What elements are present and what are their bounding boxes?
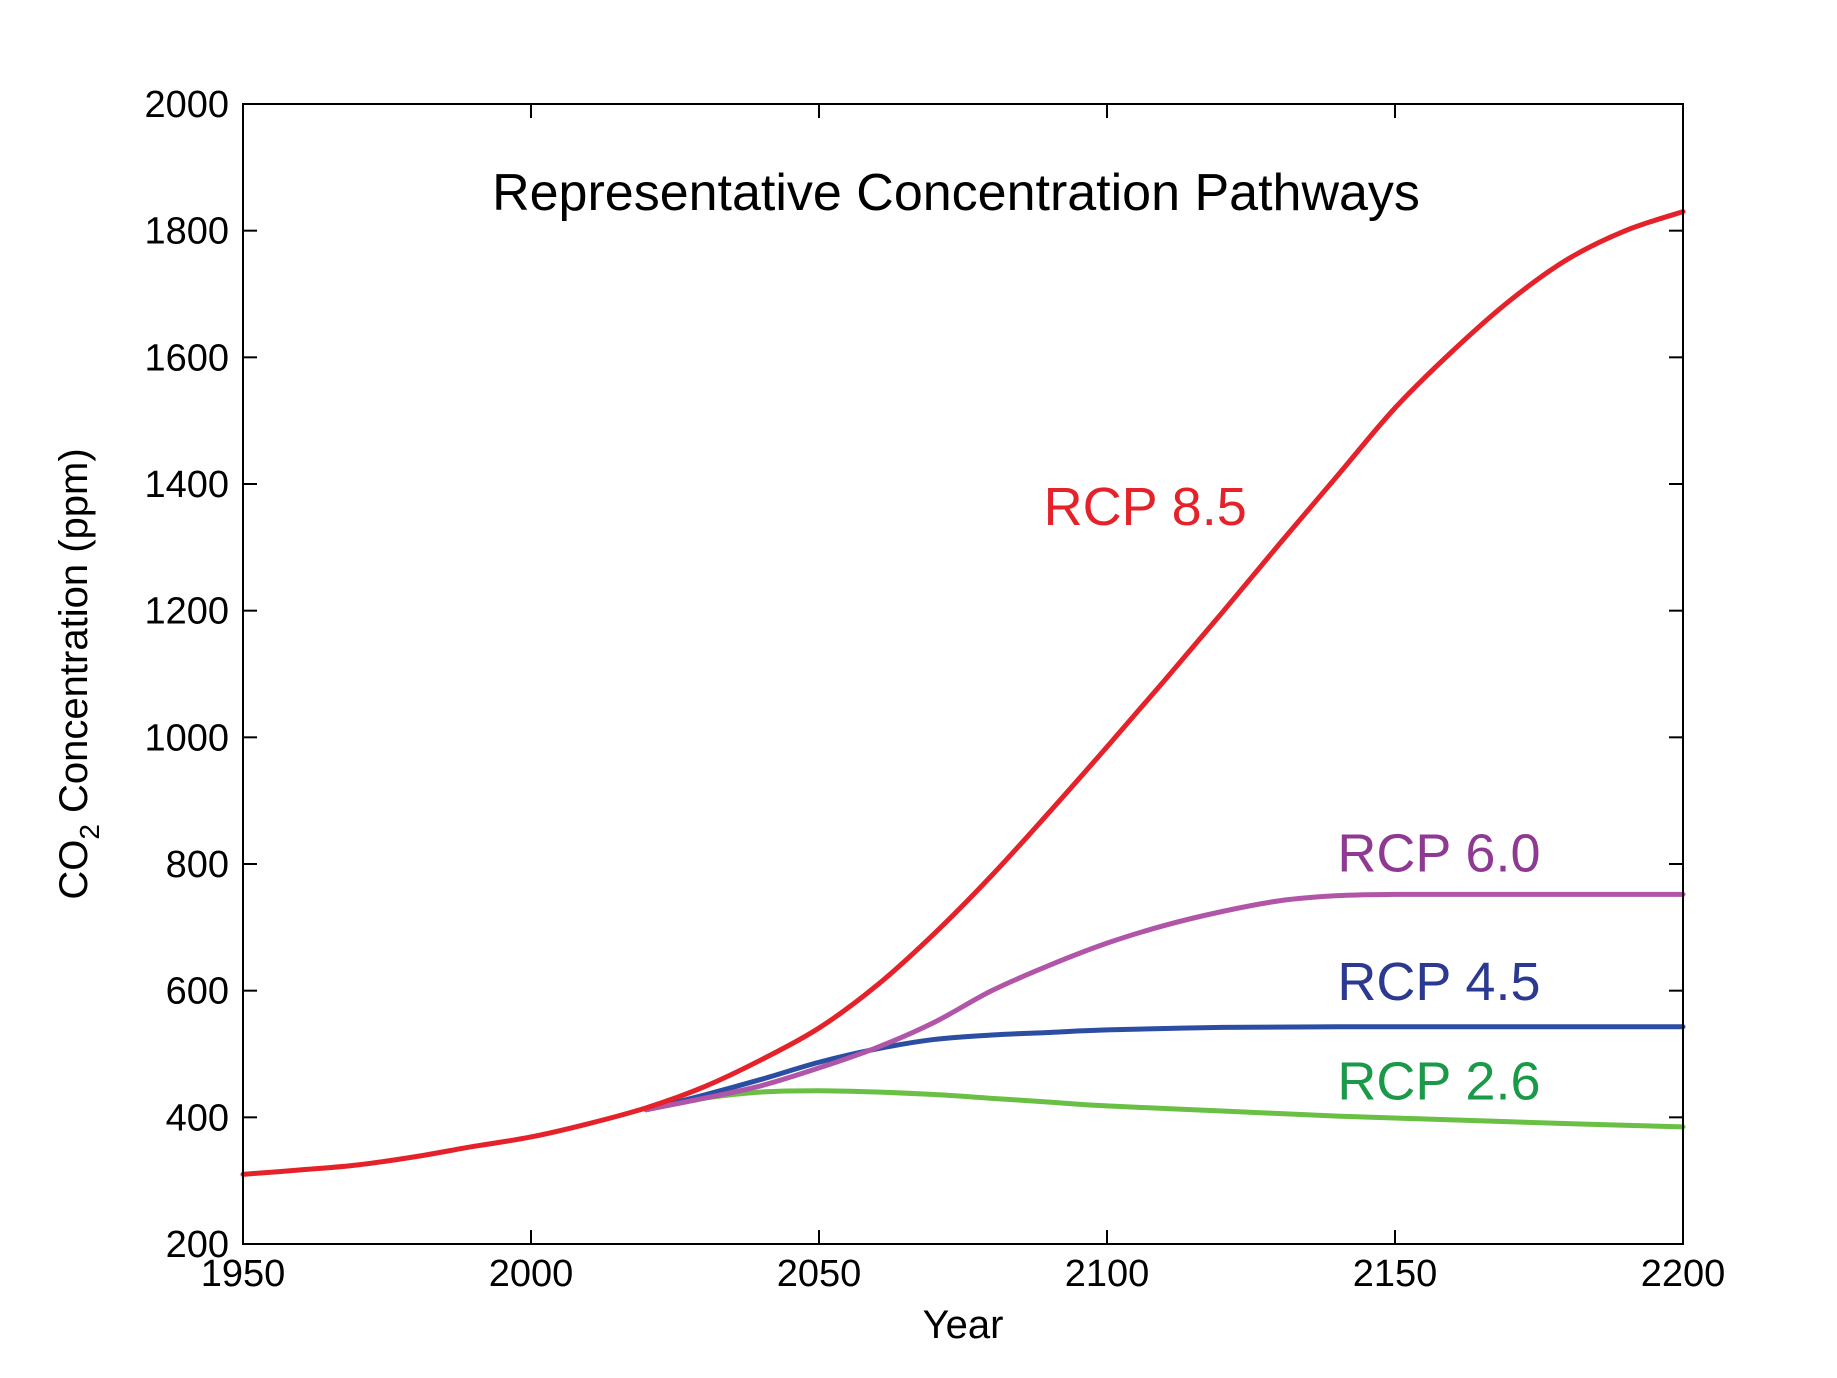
y-tick-label-200: 200 — [166, 1224, 229, 1266]
y-axis-label-prefix: CO — [52, 840, 96, 900]
x-tick-label-2100: 2100 — [1065, 1253, 1150, 1295]
series-label-rcp-6-0: RCP 6.0 — [1337, 824, 1540, 884]
x-axis-label: Year — [923, 1303, 1004, 1347]
x-tick-label-2050: 2050 — [777, 1253, 862, 1295]
y-axis: 200 400 600 800 1000 1200 1400 1600 1800 2000 — [144, 84, 1683, 1266]
y-axis-label-suffix: Concentration (ppm) — [52, 448, 96, 824]
plot-area — [243, 104, 1683, 1244]
x-axis: 1950 2000 2050 2100 2150 2200 — [201, 104, 1726, 1295]
y-axis-label-subscript: 2 — [74, 824, 105, 840]
series-lines — [240, 209, 1686, 1177]
chart-title: Representative Concentration Pathways — [492, 164, 1420, 222]
y-tick-label-800: 800 — [166, 844, 229, 886]
y-tick-label-2000: 2000 — [144, 84, 229, 126]
x-tick-label-2200: 2200 — [1641, 1253, 1726, 1295]
y-tick-label-400: 400 — [166, 1097, 229, 1139]
x-tick-label-1950: 1950 — [201, 1253, 286, 1295]
series-line-rcp-4-5 — [643, 1024, 1686, 1113]
y-tick-label-1000: 1000 — [144, 717, 229, 759]
series-label-rcp-2-6: RCP 2.6 — [1337, 1052, 1540, 1112]
series-label-rcp-4-5: RCP 4.5 — [1337, 952, 1540, 1012]
y-tick-label-1800: 1800 — [144, 211, 229, 253]
series-line-rcp-6-0 — [643, 891, 1686, 1113]
y-tick-label-600: 600 — [166, 971, 229, 1013]
series-line-rcp-8-5 — [240, 209, 1686, 1177]
y-tick-label-1200: 1200 — [144, 591, 229, 633]
y-tick-label-1600: 1600 — [144, 337, 229, 379]
y-tick-label-1400: 1400 — [144, 464, 229, 506]
y-axis-label: CO2 Concentration (ppm) — [52, 448, 105, 899]
x-tick-label-2000: 2000 — [489, 1253, 574, 1295]
plot-frame — [242, 103, 1684, 1245]
series-label-rcp-8-5: RCP 8.5 — [1044, 477, 1247, 537]
series-labels: RCP 2.6 RCP 4.5 RCP 6.0 RCP 8.5 — [1044, 477, 1541, 1111]
series-line-rcp-2-6 — [643, 1088, 1686, 1130]
x-tick-label-2150: 2150 — [1353, 1253, 1438, 1295]
